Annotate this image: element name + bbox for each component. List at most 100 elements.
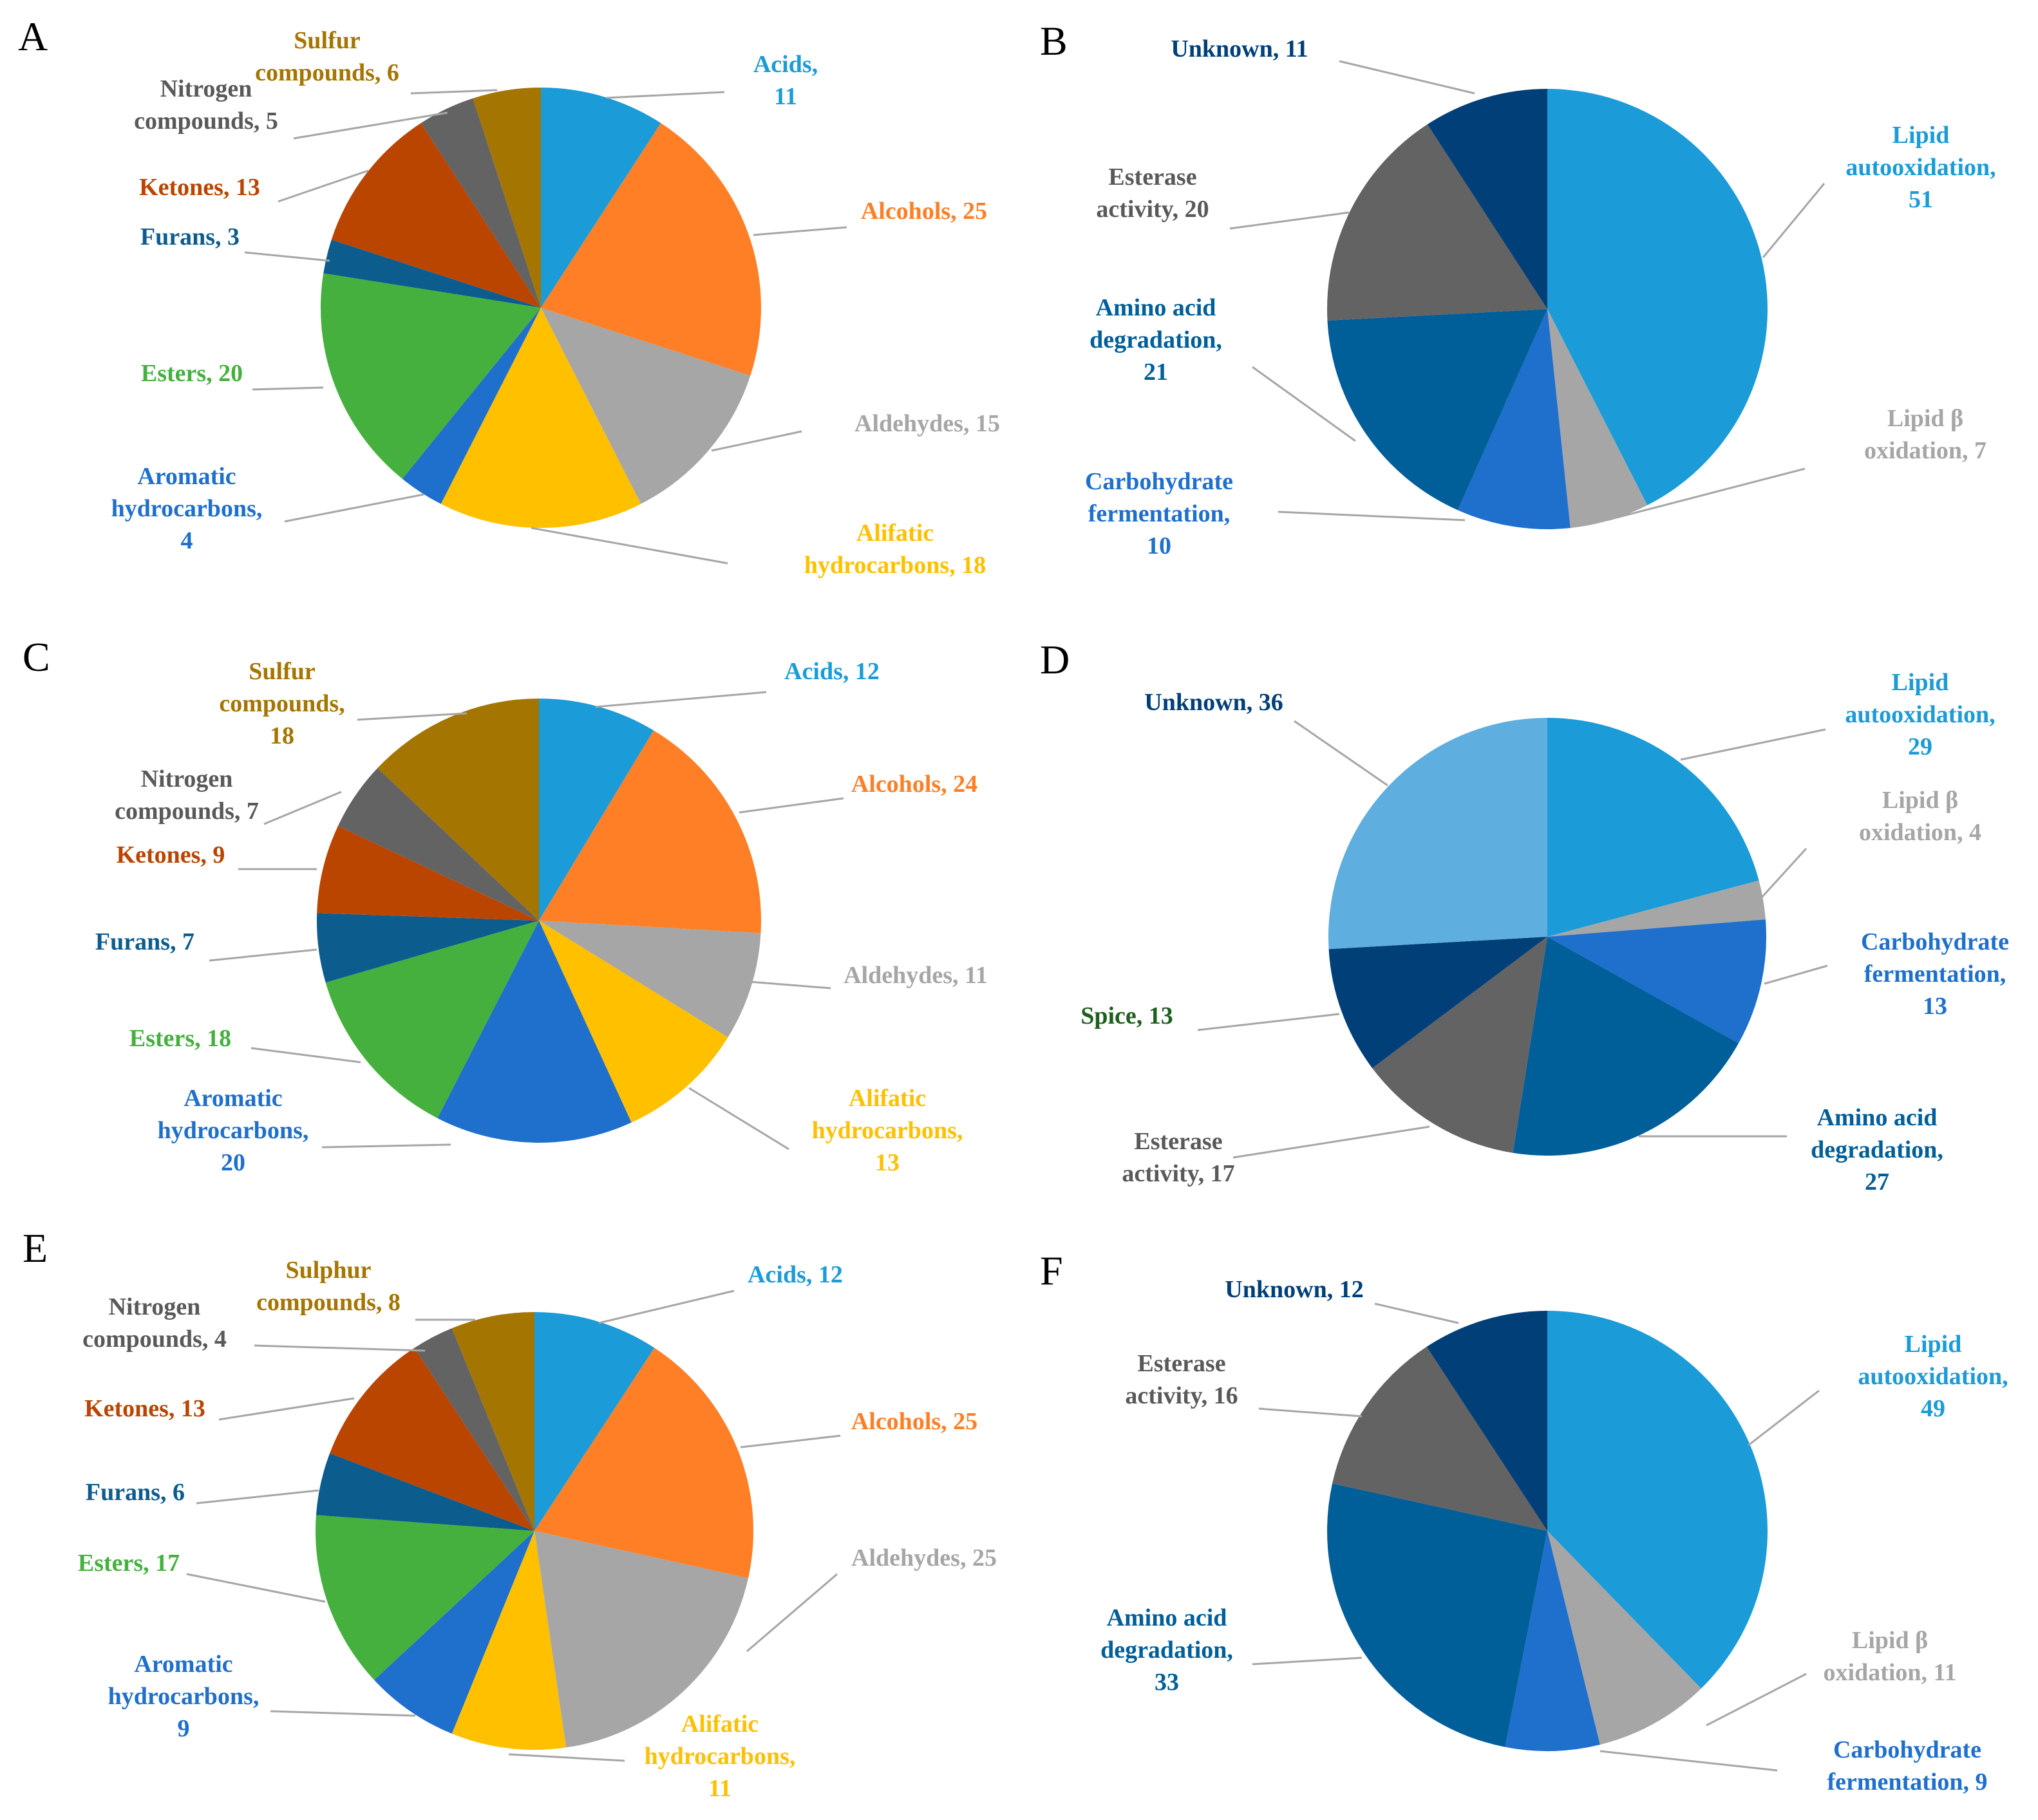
pie-chart-e: E Acids, 12 Alcohols, 25 Aldehydes, 25 Alif…: [23, 1225, 997, 1802]
pie-e-leader-line-aldehydes: [747, 1574, 837, 1651]
pie-c-label-furans: Furans, 7: [95, 928, 194, 955]
pie-f-label-esterase-activity: Esterase activity, 16: [1125, 1350, 1238, 1409]
pie-f-label-carbohydrate-fermentation: Carbohydrate fermentation, 9: [1827, 1736, 1987, 1796]
pie-c-label-sulfur-compounds: Sulfur compounds, 18: [219, 658, 344, 749]
pie-e-leader-line-nitrogen-compounds: [254, 1346, 425, 1351]
pie-b-leader-line-unknown: [1339, 61, 1475, 93]
pie-chart-a: A Acids, 11 Alcohols, 25 Aldehydes, 15 Alifa…: [18, 14, 1000, 579]
pie-d-label-lipid-autooxidation: Lipid autooxidation, 29: [1845, 669, 1995, 760]
pie-f-leader-line-esterase-activity: [1259, 1409, 1362, 1416]
pie-b-label-lipid-oxidation: Lipid β oxidation, 7: [1864, 405, 1986, 464]
pie-c-leader-line-alifatic-hydrocarbons: [689, 1088, 789, 1149]
pie-c-label-alcohols: Alcohols, 24: [851, 771, 977, 798]
pie-c-label-ketones: Ketones, 9: [117, 841, 225, 868]
pie-d-label-amino-acid-degradation: Amino acid degradation, 27: [1811, 1104, 1943, 1196]
pie-a-leader-line-aldehydes: [712, 431, 802, 451]
pie-a-label-alifatic-hydrocarbons: Alifatic hydrocarbons, 18: [804, 520, 986, 579]
pie-c-leader-line-alcohols: [739, 798, 844, 812]
pie-a-leader-line-alifatic-hydrocarbons: [531, 528, 728, 563]
pie-a-label-aldehydes: Aldehydes, 15: [854, 410, 1000, 437]
pie-c-leader-line-acids: [596, 692, 766, 707]
pie-d-leader-line-lipid-oxidation: [1761, 849, 1806, 898]
pie-b-leader-line-lipid-autooxidation: [1763, 183, 1824, 258]
pie-d-leader-line-lipid-autooxidation: [1681, 729, 1826, 760]
pie-e-leader-line-ketones: [219, 1398, 354, 1420]
pie-chart-b: B Lipid autooxidation, 51 Lipid β oxidation,…: [1040, 18, 1996, 559]
figure: A Acids, 11 Alcohols, 25 Aldehydes, 15 Alifa…: [0, 0, 2038, 1820]
pie-c-label-alifatic-hydrocarbons: Alifatic hydrocarbons, 13: [812, 1085, 963, 1176]
pie-e-label-aromatic-hydrocarbons: Aromatic hydrocarbons, 9: [108, 1651, 259, 1742]
pie-a-label-sulfur-compounds: Sulfur compounds, 6: [255, 27, 399, 86]
pie-b-label-lipid-autooxidation: Lipid autooxidation, 51: [1845, 122, 1996, 213]
pie-d-slice-unknown: [1328, 718, 1547, 949]
pie-e-label-alifatic-hydrocarbons: Alifatic hydrocarbons, 11: [645, 1711, 796, 1802]
pie-e-leader-line-esters: [187, 1574, 325, 1602]
pie-d-leader-line-carbohydrate-fermentation: [1764, 966, 1827, 984]
panel-label-b: B: [1040, 18, 1068, 64]
pie-f-leader-line-lipid-oxidation: [1706, 1674, 1806, 1725]
pie-b-leader-line-esterase-activity: [1230, 212, 1349, 229]
panel-label-c: C: [23, 634, 50, 680]
pie-f-leader-line-lipid-autooxidation: [1748, 1391, 1819, 1445]
pie-c-leader-line-esters: [251, 1048, 361, 1062]
pie-d-leader-line-spice: [1198, 1014, 1339, 1030]
pie-c-leader-line-aldehydes: [750, 982, 831, 988]
pie-c-label-esters: Esters, 18: [129, 1025, 231, 1052]
pie-chart-c: C Acids, 12 Alcohols, 24 Aldehydes, 11 Alif…: [23, 634, 988, 1176]
pie-e-leader-line-furans: [196, 1490, 319, 1503]
pie-a-leader-line-acids: [607, 92, 724, 98]
pie-a-leader-line-alcohols: [753, 227, 847, 235]
pie-f-leader-line-unknown: [1375, 1304, 1458, 1323]
pie-c-label-aldehydes: Aldehydes, 11: [844, 962, 988, 989]
pie-f-leader-line-amino-acid-degradation: [1252, 1658, 1362, 1664]
pie-c-label-acids: Acids, 12: [784, 658, 880, 685]
pie-c-label-aromatic-hydrocarbons: Aromatic hydrocarbons, 20: [158, 1085, 309, 1176]
pie-d-label-carbohydrate-fermentation: Carbohydrate fermentation, 13: [1861, 928, 2009, 1020]
pie-a-label-ketones: Ketones, 13: [139, 174, 260, 201]
pie-a-leader-line-aromatic-hydrocarbons: [285, 494, 424, 521]
pie-c-label-nitrogen-compounds: Nitrogen compounds, 7: [115, 765, 259, 825]
pie-d-label-lipid-oxidation: Lipid β oxidation, 4: [1859, 787, 1981, 846]
pie-b-leader-line-carbohydrate-fermentation: [1278, 512, 1465, 520]
pie-f-label-unknown: Unknown, 12: [1225, 1276, 1363, 1303]
pie-c-leader-line-nitrogen-compounds: [264, 792, 341, 824]
pie-a-label-alcohols: Alcohols, 25: [861, 198, 987, 225]
pie-e-leader-line-aromatic-hydrocarbons: [270, 1711, 415, 1716]
pie-b-label-carbohydrate-fermentation: Carbohydrate fermentation, 10: [1085, 468, 1233, 559]
pie-e-label-alcohols: Alcohols, 25: [851, 1408, 977, 1435]
panel-label-a: A: [18, 14, 48, 59]
pie-c-leader-line-aromatic-hydrocarbons: [322, 1145, 451, 1147]
pie-chart-f: F Lipid autooxidation, 49 Lipid β oxidation,…: [1040, 1248, 2008, 1796]
pie-e-leader-line-acids: [599, 1291, 734, 1323]
pie-f-label-amino-acid-degradation: Amino acid degradation, 33: [1100, 1604, 1233, 1696]
pie-d-label-esterase-activity: Esterase activity, 17: [1122, 1128, 1234, 1187]
pie-b-label-amino-acid-degradation: Amino acid degradation, 21: [1090, 294, 1222, 386]
pie-d-leader-line-unknown: [1294, 721, 1388, 785]
pie-f-label-lipid-oxidation: Lipid β oxidation, 11: [1824, 1627, 1957, 1686]
pie-e-label-ketones: Ketones, 13: [84, 1395, 205, 1422]
pie-a-leader-line-furans: [245, 252, 330, 261]
pie-d-leader-line-esterase-activity: [1233, 1127, 1429, 1158]
pie-e-label-furans: Furans, 6: [86, 1479, 185, 1506]
pie-e-label-esters: Esters, 17: [78, 1550, 180, 1577]
pie-e-label-aldehydes: Aldehydes, 25: [851, 1544, 997, 1571]
pie-a-leader-line-esters: [252, 388, 323, 389]
pie-chart-d: D Lipid autooxidation, 29 Lipid β oxidation,…: [1040, 637, 2009, 1196]
panel-label-d: D: [1040, 637, 1070, 682]
pie-e-leader-line-alifatic-hydrocarbons: [509, 1754, 625, 1761]
pie-e-leader-line-alcohols: [741, 1436, 840, 1447]
pie-a-label-aromatic-hydrocarbons: Aromatic hydrocarbons, 4: [111, 463, 263, 554]
pie-f-label-lipid-autooxidation: Lipid autooxidation, 49: [1858, 1331, 2008, 1422]
pie-a-label-esters: Esters, 20: [141, 360, 243, 387]
pie-c-leader-line-furans: [209, 950, 317, 961]
pie-d-label-spice: Spice, 13: [1080, 1002, 1173, 1029]
pie-b-label-esterase-activity: Esterase activity, 20: [1096, 164, 1209, 223]
pie-e-label-nitrogen-compounds: Nitrogen compounds, 4: [82, 1293, 227, 1353]
panel-label-e: E: [23, 1225, 48, 1271]
pie-b-label-unknown: Unknown, 11: [1171, 35, 1308, 62]
pie-f-leader-line-carbohydrate-fermentation: [1600, 1751, 1777, 1770]
pie-e-label-sulphur-compounds: Sulphur compounds, 8: [256, 1257, 401, 1316]
pie-a-label-furans: Furans, 3: [140, 223, 240, 250]
pie-a-label-acids: Acids, 11: [753, 51, 818, 110]
panel-label-f: F: [1040, 1248, 1063, 1293]
